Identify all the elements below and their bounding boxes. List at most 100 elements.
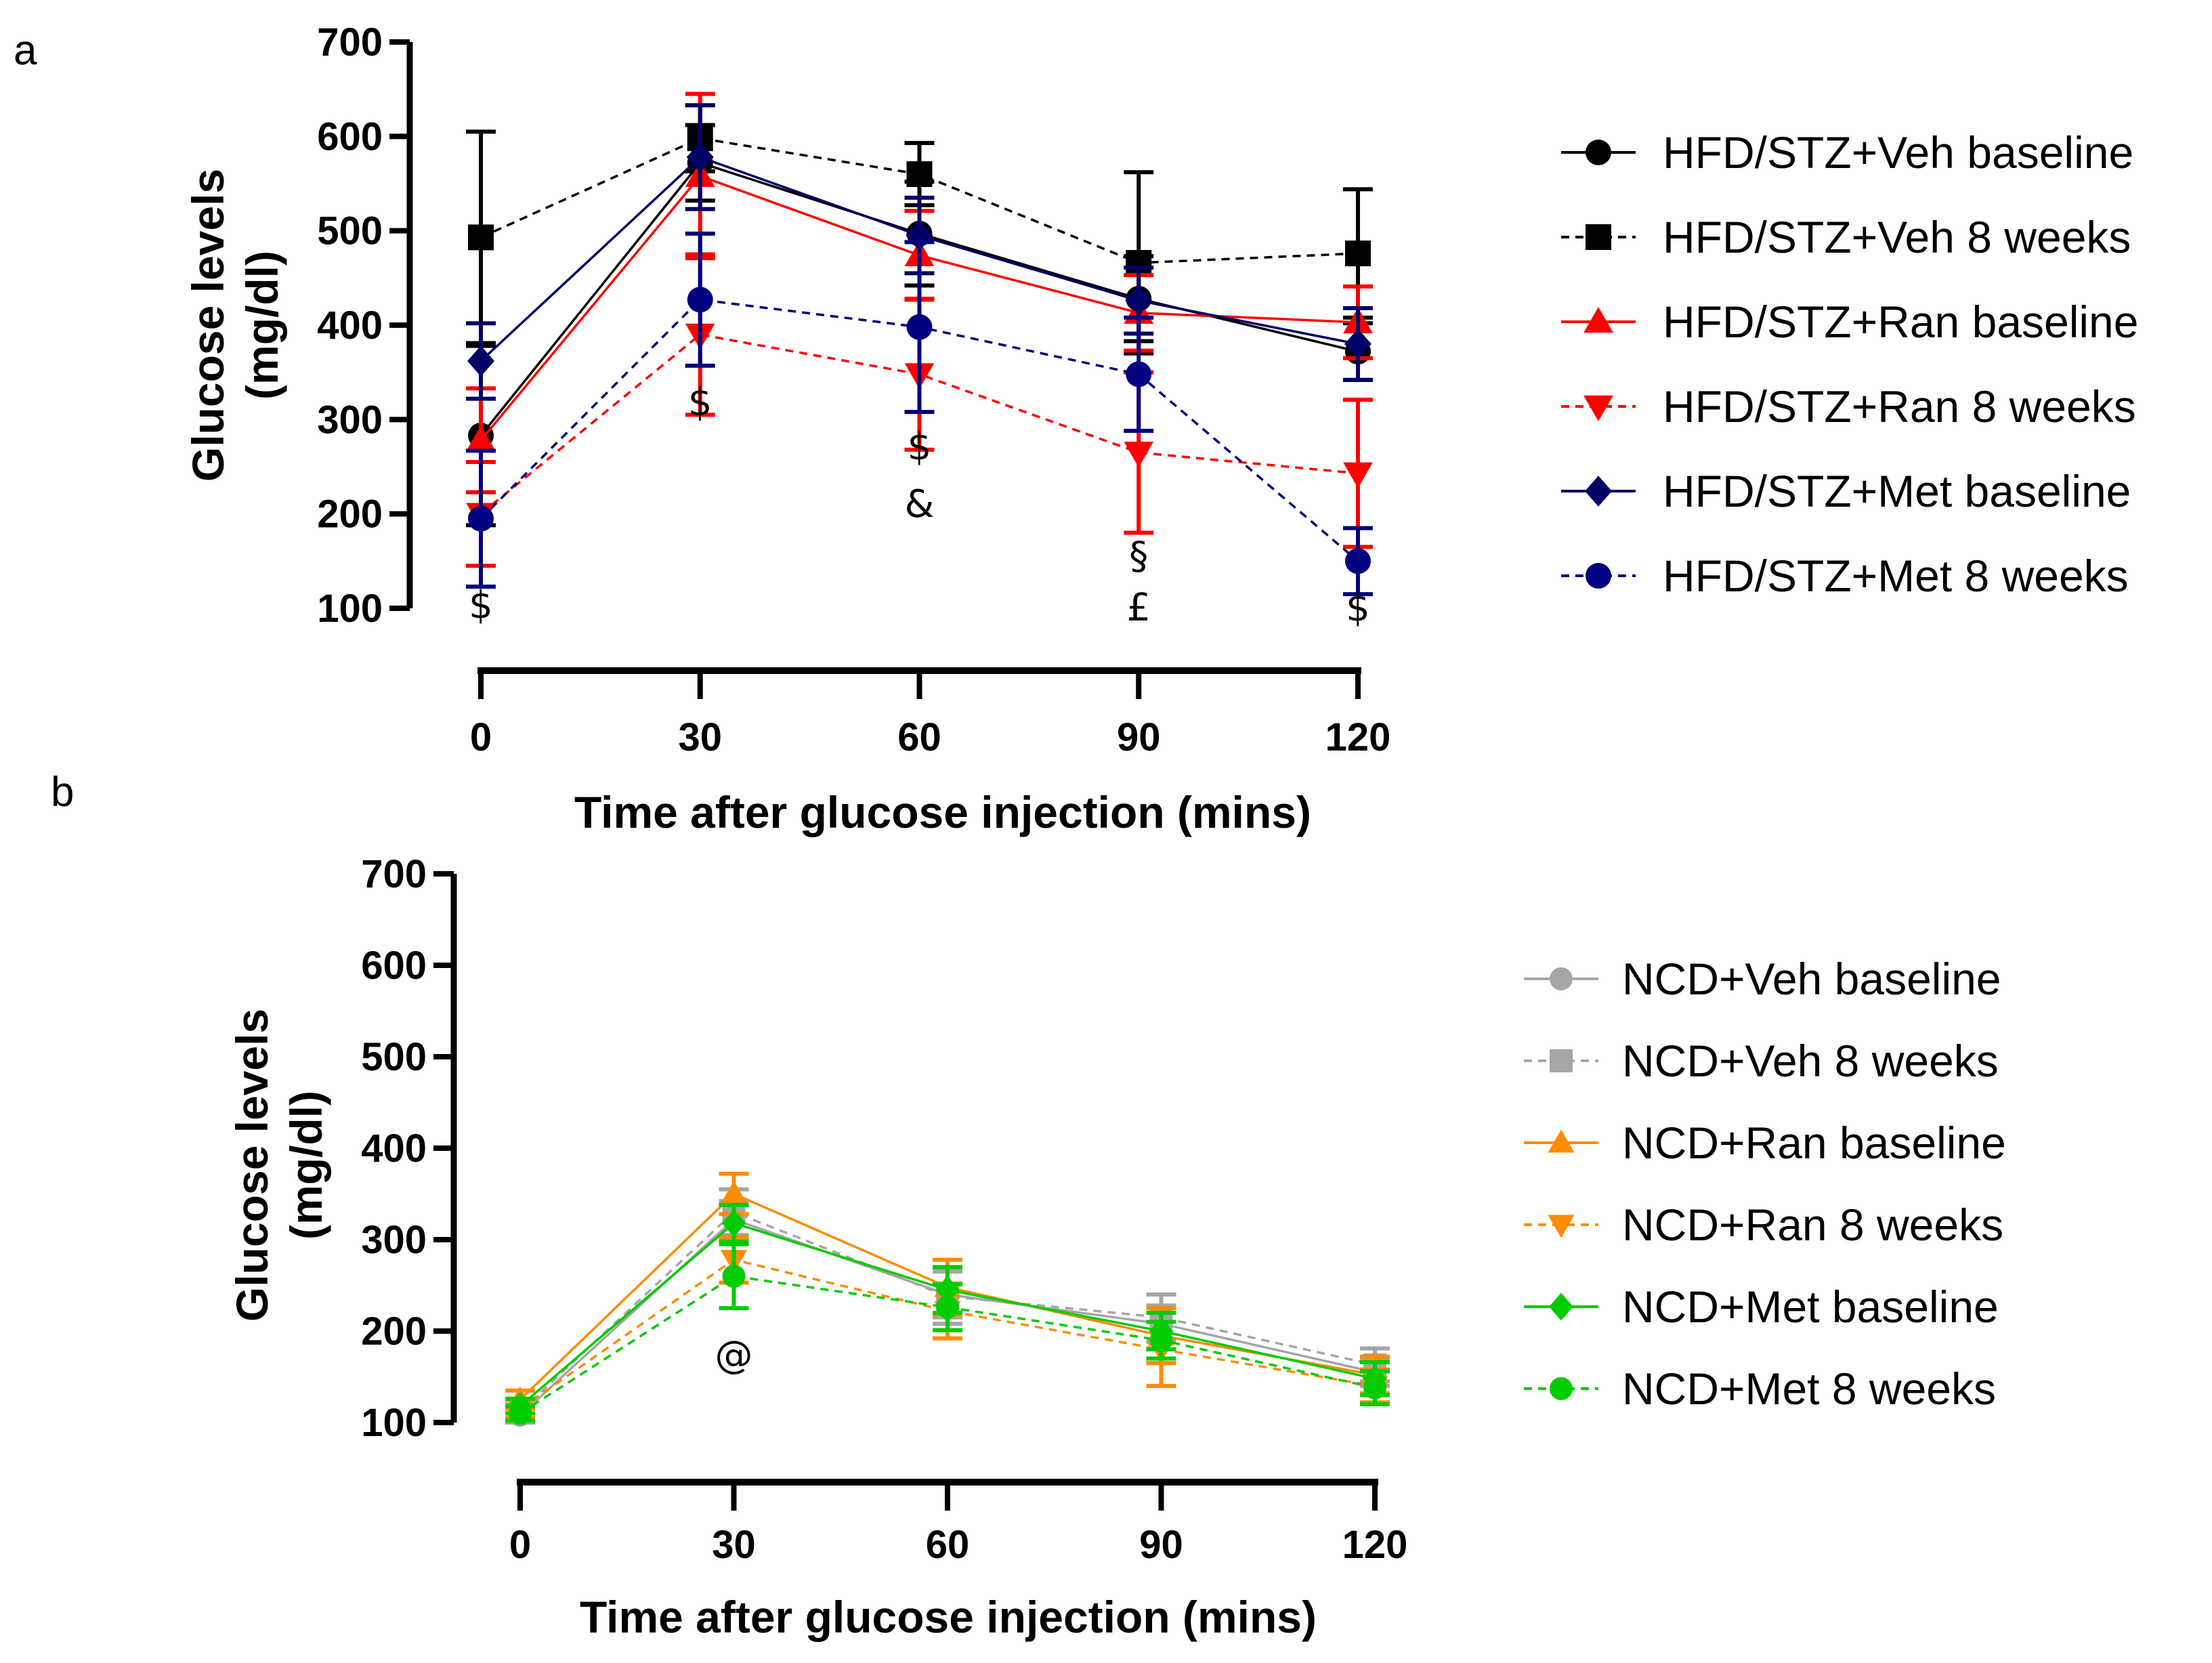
x-tick-label: 120 [1325,715,1391,759]
data-point [1125,285,1153,316]
data-point [468,224,494,251]
legend-label: NCD+Ran 8 weeks [1622,1200,2003,1250]
x-tick-label: 90 [1139,1523,1183,1567]
x-axis-title: Time after glucose injection (mins) [580,1592,1317,1642]
legend-marker [1583,307,1613,333]
x-axis-title: Time after glucose injection (mins) [574,787,1311,837]
legend-entry: HFD/STZ+Veh baseline [1561,127,2133,177]
x-tick-label: 120 [1342,1523,1408,1567]
legend-label: NCD+Met 8 weeks [1622,1364,1996,1414]
y-tick-label: 200 [361,1309,427,1353]
y-axis-title: (mg/dl) [281,1091,331,1240]
legend-label: HFD/STZ+Ran 8 weeks [1663,381,2136,431]
legend-marker [1583,395,1613,421]
data-point [686,142,714,173]
panel-label: b [51,769,74,816]
data-point [687,287,713,313]
legend-marker [1585,476,1612,507]
x-tick-label: 0 [470,715,492,759]
data-point [722,1265,746,1288]
data-point [721,1209,746,1238]
data-point [467,345,494,377]
legend-marker [1548,1129,1575,1153]
annotation: @ [715,1333,753,1377]
data-point [720,1180,748,1204]
data-point [906,314,933,340]
data-point [1149,1328,1173,1352]
data-point [1126,361,1152,387]
panel-a: a 100 200 300 400 500 600 700 0 30 60 90 120 Time aft… [14,20,2138,837]
data-point [1124,441,1154,467]
annotation: § [1129,534,1148,578]
x-tick-label: 30 [678,715,722,759]
series-5 [466,231,1373,597]
panel-label: a [14,27,37,74]
data-point [1343,462,1373,488]
y-tick-label: 400 [317,303,383,348]
annotation: $ [908,425,932,469]
y-axis-title: Glucose levels [227,1009,277,1322]
legend-entry: NCD+Ran 8 weeks [1524,1200,2003,1250]
legend-marker [1549,1292,1573,1321]
legend-label: NCD+Veh baseline [1622,954,2001,1004]
legend-label: NCD+Ran baseline [1622,1118,2006,1168]
legend-entry: HFD/STZ+Veh 8 weeks [1561,212,2131,262]
legend-entry: HFD/STZ+Ran baseline [1561,297,2138,347]
legend-marker [1586,140,1611,165]
legend-entry: NCD+Veh 8 weeks [1524,1036,1999,1086]
legend-label: HFD/STZ+Ran baseline [1663,297,2138,347]
series-line [480,333,1359,515]
legend-label: HFD/STZ+Met 8 weeks [1663,551,2129,601]
legend-label: HFD/STZ+Veh baseline [1663,127,2133,177]
legend-label: HFD/STZ+Met baseline [1663,466,2131,516]
legend-entry: NCD+Veh baseline [1524,954,2001,1004]
y-tick-label: 300 [361,1218,427,1262]
data-point [936,1295,959,1319]
x-tick-label: 0 [509,1523,531,1567]
legend-entry: NCD+Met baseline [1524,1282,1999,1332]
legend-entry: HFD/STZ+Met 8 weeks [1561,551,2129,601]
y-tick-label: 100 [361,1401,427,1445]
legend-marker [1550,1377,1573,1400]
x-tick-label: 60 [897,715,941,759]
legend-marker [1586,563,1611,589]
legend-marker [1586,224,1611,250]
data-point [1345,240,1371,267]
y-tick-label: 100 [317,587,383,631]
legend-label: HFD/STZ+Veh 8 weeks [1663,212,2131,262]
annotation: £ [1126,586,1151,630]
y-tick-label: 700 [361,852,427,896]
x-tick-label: 30 [712,1523,756,1567]
legend-marker [1548,1215,1575,1238]
data-point [509,1402,532,1425]
data-point [468,505,494,532]
panel-b: b 100 200 300 400 500 600 700 0 30 60 90 120 Time aft… [51,769,2006,1642]
legend-entry: HFD/STZ+Met baseline [1561,466,2131,516]
y-tick-label: 600 [317,114,383,159]
y-tick-label: 500 [317,209,383,253]
y-tick-label: 700 [317,20,383,64]
data-point [1363,1376,1386,1399]
annotation: $ [469,583,493,627]
annotation: $ [1346,586,1370,630]
x-tick-label: 90 [1117,715,1161,759]
legend-entry: NCD+Ran baseline [1524,1118,2006,1168]
y-tick-label: 300 [317,398,383,442]
y-tick-label: 600 [361,944,427,988]
x-tick-label: 60 [926,1523,970,1567]
y-axis-title: (mg/dl) [237,251,287,400]
legend-marker [1550,967,1573,990]
annotation: & [905,482,935,526]
legend-marker [1550,1049,1573,1072]
y-axis-title: Glucose levels [183,169,233,482]
data-point [1345,548,1371,574]
series-line [519,1258,1376,1410]
annotation: $ [688,380,712,424]
legend-label: NCD+Veh 8 weeks [1622,1036,1999,1086]
data-point [906,161,933,188]
legend-entry: NCD+Met 8 weeks [1524,1364,1996,1414]
data-point [1344,329,1371,360]
y-tick-label: 500 [361,1035,427,1079]
data-point [466,425,496,452]
y-tick-label: 200 [317,492,383,536]
